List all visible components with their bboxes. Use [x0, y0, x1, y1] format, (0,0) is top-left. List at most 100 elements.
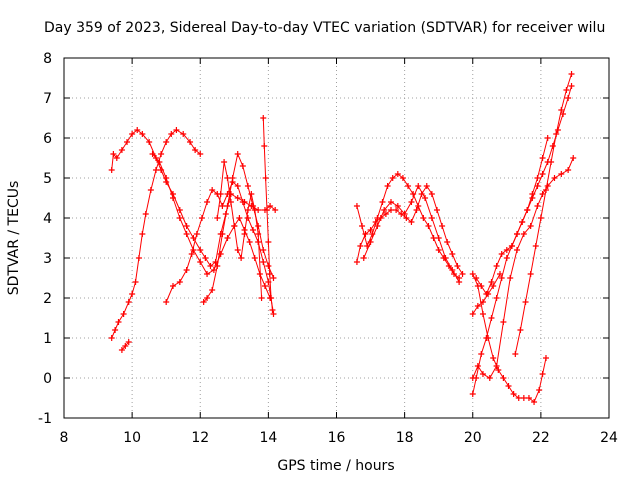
data-point [384, 183, 391, 189]
y-tick-label: 7 [43, 91, 52, 107]
data-point [353, 203, 360, 209]
data-point [239, 199, 246, 205]
data-point [498, 251, 505, 257]
x-tick-label: 20 [464, 430, 482, 446]
data-point [118, 147, 125, 153]
data-point [227, 199, 234, 205]
data-point [229, 175, 236, 181]
data-point [544, 183, 551, 189]
data-point [503, 247, 510, 253]
data-point [146, 139, 153, 145]
x-tick-label: 16 [328, 430, 346, 446]
data-point [444, 239, 451, 245]
data-point [204, 199, 211, 205]
data-point [132, 279, 139, 285]
data-point [442, 255, 449, 261]
data-point [156, 159, 163, 165]
y-tick-label: 6 [43, 131, 52, 147]
series-track-13 [469, 135, 551, 397]
data-point [544, 159, 551, 165]
data-point [261, 283, 268, 289]
data-point [439, 223, 446, 229]
data-point [549, 143, 556, 149]
data-point [270, 311, 277, 317]
series-track-12 [469, 271, 549, 405]
data-point [479, 299, 486, 305]
series-trace [111, 129, 201, 339]
series-track-7 [214, 159, 265, 301]
data-point [193, 231, 200, 237]
data-point [554, 127, 561, 133]
data-point [180, 131, 187, 137]
data-point [493, 263, 500, 269]
data-point [197, 247, 204, 253]
data-point [408, 219, 415, 225]
data-point [115, 319, 122, 325]
data-point [525, 395, 532, 401]
data-point [129, 131, 136, 137]
data-point [258, 295, 265, 301]
data-point [192, 147, 199, 153]
data-point [224, 203, 231, 209]
data-point [173, 127, 180, 133]
data-point [542, 355, 549, 361]
data-point [255, 223, 262, 229]
data-point [239, 163, 246, 169]
data-point [508, 243, 515, 249]
data-point [209, 187, 216, 193]
data-point [261, 143, 268, 149]
data-point [515, 395, 522, 401]
data-point [269, 307, 276, 313]
x-tick-label: 8 [60, 430, 69, 446]
data-point [403, 215, 410, 221]
data-point [198, 215, 205, 221]
data-point [359, 223, 366, 229]
data-point [244, 215, 251, 221]
data-point [124, 139, 131, 145]
data-point [176, 279, 183, 285]
data-point [563, 87, 570, 93]
data-point [268, 295, 275, 301]
data-point [512, 351, 519, 357]
data-point [532, 243, 539, 249]
x-tick-label: 18 [396, 430, 414, 446]
x-axis-label: GPS time / hours [277, 458, 394, 474]
data-point [558, 171, 565, 177]
data-point [435, 247, 442, 253]
y-tick-label: 8 [43, 51, 52, 67]
data-point [507, 275, 514, 281]
data-point [251, 207, 258, 213]
data-point [388, 199, 394, 205]
data-point [565, 167, 572, 173]
data-point [399, 175, 406, 181]
data-point [118, 347, 125, 353]
data-point [217, 251, 224, 257]
data-point [134, 127, 141, 133]
data-point [456, 279, 463, 285]
data-point [234, 151, 241, 157]
series-track-17 [473, 83, 575, 297]
data-point [529, 195, 536, 201]
data-point [425, 223, 432, 229]
series-trace [152, 153, 271, 299]
data-point [381, 207, 388, 213]
data-point [570, 155, 577, 161]
data-point [408, 199, 415, 205]
data-point [488, 315, 495, 321]
data-point [517, 327, 524, 333]
series-track-6 [200, 151, 277, 305]
data-point [204, 271, 211, 277]
data-point [433, 207, 440, 213]
data-point [423, 183, 430, 189]
data-point [246, 239, 253, 245]
data-point [524, 207, 531, 213]
data-point [551, 175, 558, 181]
data-point [244, 207, 251, 213]
data-point [267, 203, 274, 209]
data-point [568, 83, 575, 89]
data-point [248, 191, 255, 197]
data-point [241, 231, 248, 237]
data-point [204, 295, 211, 301]
